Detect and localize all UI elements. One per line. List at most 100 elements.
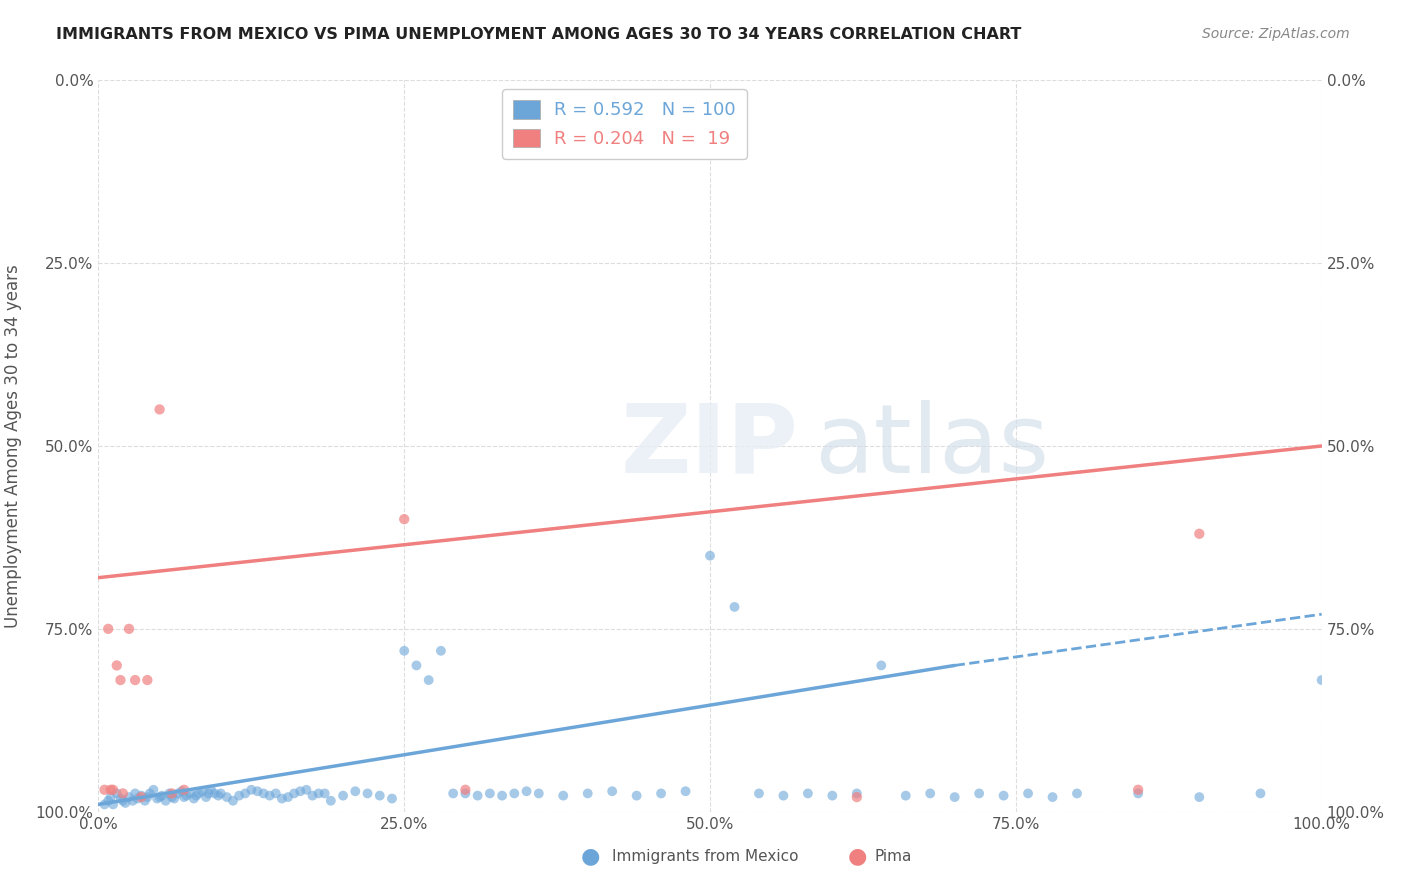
Point [167,787,190,801]
Point [121,794,143,808]
Point [200,782,222,797]
Point [111,794,134,808]
Point [173,790,195,805]
Point [186,789,208,803]
Point [600,784,623,798]
Point [283,787,305,801]
Point [553,789,575,803]
Point [392,644,416,658]
Text: ZIP: ZIP [621,400,799,492]
Point [748,787,770,801]
Point [215,790,238,805]
Point [110,673,132,687]
Point [136,673,159,687]
Point [845,787,868,801]
Point [894,789,917,803]
Point [454,787,477,801]
Point [100,782,122,797]
Point [418,673,440,687]
Point [277,790,299,805]
Point [259,789,281,803]
Point [240,782,263,797]
Point [195,790,218,805]
Point [105,658,128,673]
Point [124,673,146,687]
Point [515,784,537,798]
Point [191,784,214,798]
Text: ●: ● [581,847,600,866]
Point [146,791,169,805]
Point [797,787,820,801]
Point [1128,787,1150,801]
Point [149,790,172,805]
Point [1310,673,1333,687]
Point [356,787,378,801]
Point [870,658,893,673]
Text: IMMIGRANTS FROM MEXICO VS PIMA UNEMPLOYMENT AMONG AGES 30 TO 34 YEARS CORRELATIO: IMMIGRANTS FROM MEXICO VS PIMA UNEMPLOYM… [56,27,1022,42]
Point [920,787,942,801]
Point [101,797,124,812]
Point [246,784,269,798]
Point [943,790,966,805]
Point [118,790,141,805]
Point [127,791,149,805]
Point [1128,782,1150,797]
Point [478,787,501,801]
Point [207,789,229,803]
Point [1188,790,1211,805]
Text: Immigrants from Mexico: Immigrants from Mexico [612,849,799,863]
Point [576,787,599,801]
Point [1017,787,1039,801]
Point [179,787,201,801]
Point [170,784,193,798]
Point [233,787,256,801]
Point [252,787,274,801]
Point [160,787,183,801]
Point [142,782,165,797]
Text: Source: ZipAtlas.com: Source: ZipAtlas.com [1202,27,1350,41]
Point [264,787,287,801]
Point [1042,790,1064,805]
Point [675,784,697,798]
Point [491,789,513,803]
Text: atlas: atlas [814,400,1049,492]
Point [405,658,427,673]
Point [308,787,330,801]
Point [149,402,172,417]
Point [430,644,453,658]
Point [319,794,342,808]
Point [467,789,489,803]
Point [124,787,146,801]
Point [993,789,1015,803]
Point [1188,526,1211,541]
Point [301,789,323,803]
Y-axis label: Unemployment Among Ages 30 to 34 years: Unemployment Among Ages 30 to 34 years [4,264,21,628]
Point [136,790,159,805]
Point [118,622,141,636]
Point [187,787,209,801]
Point [821,789,844,803]
Point [105,787,128,801]
Point [503,787,526,801]
Point [176,789,198,803]
Point [228,789,250,803]
Point [97,622,120,636]
Point [381,791,404,805]
Point [222,794,245,808]
Point [1066,787,1088,801]
Point [129,790,152,805]
Point [314,787,336,801]
Point [101,782,124,797]
Point [332,789,354,803]
Point [650,787,672,801]
Point [163,791,186,805]
Text: ●: ● [848,847,868,866]
Point [134,794,156,808]
Point [100,790,122,805]
Point [93,797,115,812]
Point [97,794,120,808]
Point [290,784,312,798]
Point [209,787,232,801]
Point [150,789,173,803]
Point [197,787,219,801]
